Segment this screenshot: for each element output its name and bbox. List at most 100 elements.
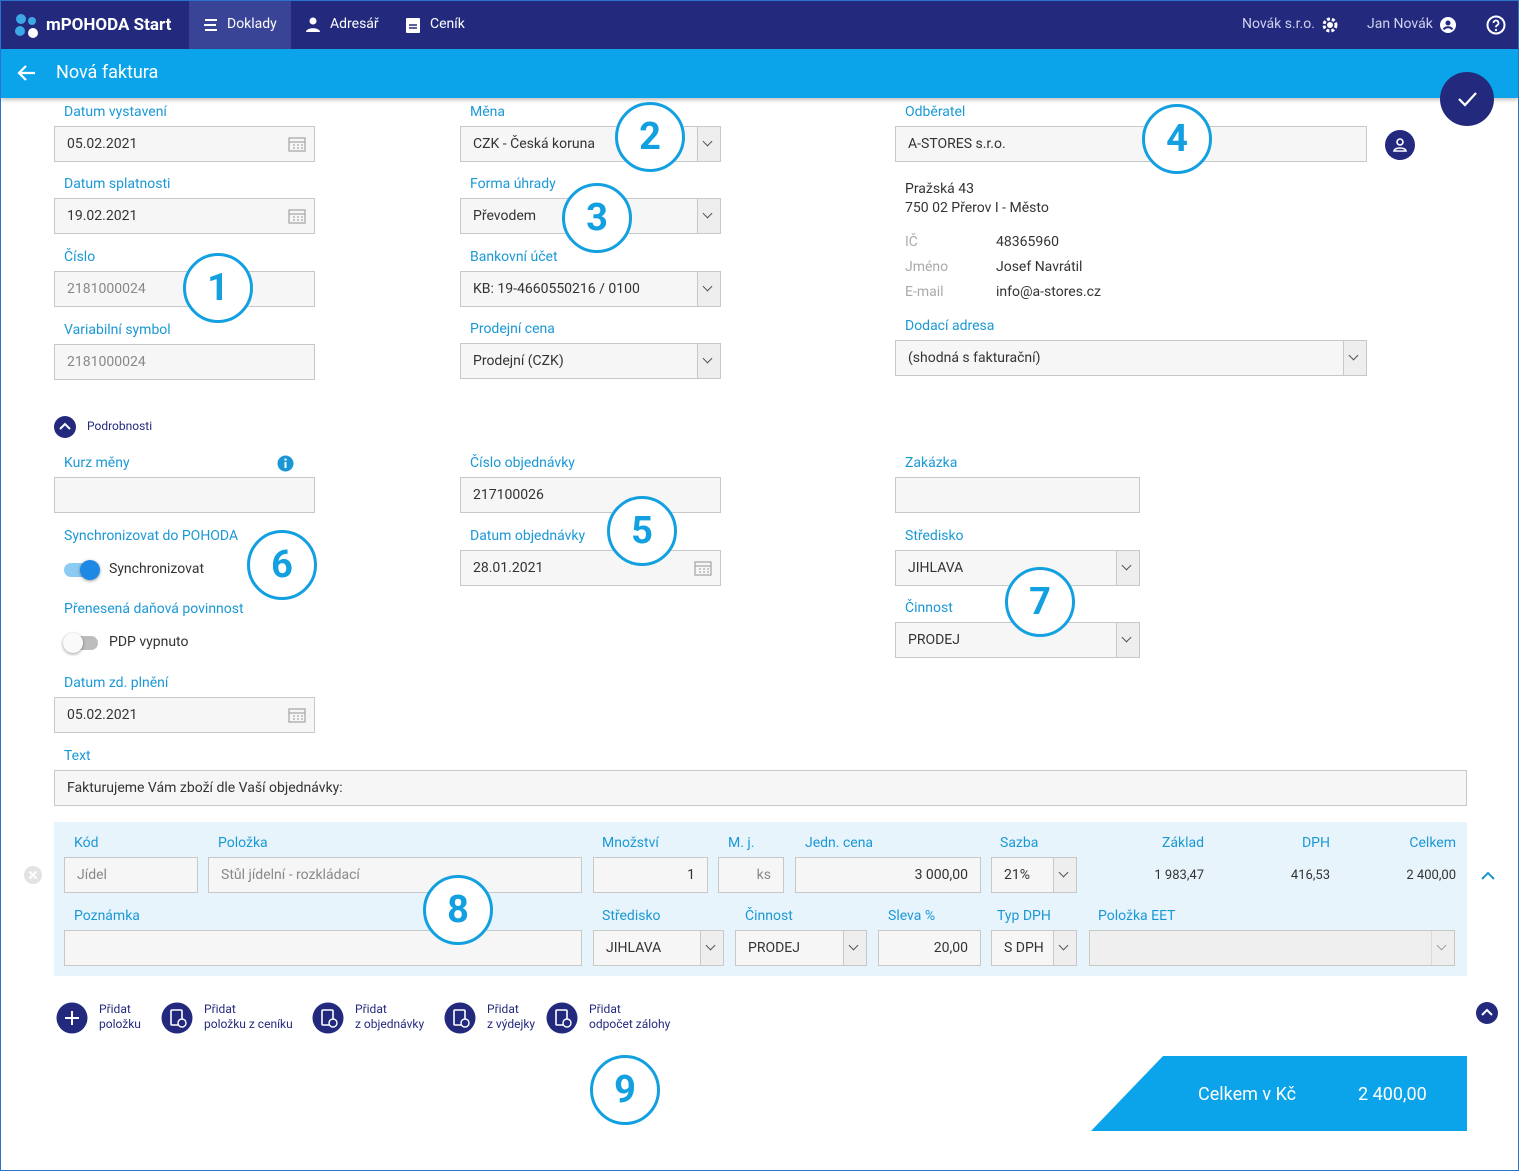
item-amount: 416,53 — [1290, 868, 1330, 883]
collapse-items[interactable] — [1476, 1002, 1498, 1024]
action-label[interactable]: Přidat — [355, 1002, 387, 1016]
column-label: Množství — [602, 835, 659, 851]
select[interactable]: Prodejní (CZK) — [460, 343, 721, 379]
column-label: DPH — [1301, 835, 1330, 851]
input[interactable]: 28.01.2021 — [460, 550, 721, 586]
input[interactable]: 20,00 — [878, 930, 981, 966]
select[interactable]: JIHLAVA — [593, 930, 724, 966]
details-toggle[interactable]: Podrobnosti — [87, 419, 153, 433]
adresar-icon — [306, 17, 320, 32]
input[interactable]: A-STORES s.r.o. — [895, 126, 1367, 162]
item-amount: 1 983,47 — [1154, 868, 1204, 883]
field-label: Datum splatnosti — [64, 176, 171, 192]
dropdown-button[interactable] — [697, 272, 720, 306]
input[interactable]: 05.02.2021 — [54, 126, 315, 162]
info-icon[interactable] — [277, 455, 294, 472]
action-button[interactable] — [161, 1002, 193, 1034]
dropdown-button[interactable] — [1116, 623, 1139, 657]
input[interactable]: 05.02.2021 — [54, 697, 315, 733]
details-toggle-icon[interactable] — [54, 416, 76, 438]
input[interactable] — [895, 477, 1140, 513]
dropdown-button[interactable] — [1053, 931, 1076, 965]
brand[interactable]: mPOHODA Start — [46, 15, 172, 35]
field-label: Forma úhrady — [470, 176, 556, 192]
action-button[interactable] — [444, 1002, 476, 1034]
callout: 3 — [562, 183, 632, 253]
nav-tab[interactable]: Doklady — [227, 16, 277, 32]
input-value: JIHLAVA — [606, 940, 662, 956]
action-label[interactable]: Přidat — [487, 1002, 519, 1016]
toggle-text: Synchronizovat — [109, 561, 205, 577]
input[interactable] — [64, 930, 582, 966]
calendar-icon[interactable] — [288, 208, 306, 224]
field-label: Synchronizovat do POHODA — [64, 528, 239, 544]
collapse-item[interactable] — [1479, 867, 1497, 885]
total-label: Celkem v Kč — [1198, 1084, 1297, 1105]
header-bar — [1, 49, 1518, 98]
total-bg — [1091, 1056, 1467, 1131]
input-value: 05.02.2021 — [67, 136, 138, 152]
field-label: Text — [64, 748, 91, 764]
input: Jídel — [64, 857, 198, 893]
dropdown-button[interactable] — [843, 931, 866, 965]
input[interactable] — [1089, 930, 1455, 966]
input-value: PRODEJ — [908, 632, 960, 648]
input[interactable]: 217100026 — [460, 477, 721, 513]
dropdown-button[interactable] — [700, 931, 723, 965]
nav-tab[interactable]: Ceník — [430, 16, 465, 32]
input[interactable]: 1 — [593, 857, 708, 893]
cenik-icon — [406, 18, 420, 33]
action-label[interactable]: položku z ceníku — [204, 1017, 293, 1031]
remove-item[interactable] — [23, 865, 43, 885]
select[interactable]: (shodná s fakturační) — [895, 340, 1367, 376]
dropdown-button[interactable] — [697, 127, 720, 161]
input[interactable]: Fakturujeme Vám zboží dle Vaší objednávk… — [54, 770, 1467, 806]
action-label[interactable]: z výdejky — [487, 1017, 536, 1031]
calendar-icon[interactable] — [694, 560, 712, 576]
input[interactable]: 3 000,00 — [795, 857, 981, 893]
user-icon[interactable] — [1440, 17, 1456, 33]
action-label[interactable]: odpočet zálohy — [589, 1017, 671, 1031]
input: 2181000024 — [54, 344, 315, 380]
dropdown-button[interactable] — [697, 344, 720, 378]
dropdown-button[interactable] — [697, 199, 720, 233]
toggle-knob[interactable] — [80, 560, 100, 580]
dropdown-button[interactable] — [1116, 551, 1139, 585]
calendar-icon[interactable] — [288, 707, 306, 723]
select[interactable]: KB: 19-4660550216 / 0100 — [460, 271, 721, 307]
dropdown-button[interactable] — [1053, 858, 1076, 892]
field-label: Bankovní účet — [470, 249, 558, 265]
action-button[interactable] — [546, 1002, 578, 1034]
field-label: Středisko — [905, 528, 964, 544]
save-button[interactable] — [1438, 70, 1496, 128]
action-label[interactable]: položku — [99, 1017, 141, 1031]
column-label: Sleva % — [888, 908, 936, 924]
calendar-icon[interactable] — [288, 136, 306, 152]
user[interactable]: Jan Novák — [1367, 16, 1433, 32]
input[interactable]: 19.02.2021 — [54, 198, 315, 234]
select[interactable]: PRODEJ — [735, 930, 867, 966]
detail-label: Jméno — [905, 259, 949, 275]
action-label[interactable]: Přidat — [99, 1002, 131, 1016]
action-label[interactable]: Přidat — [589, 1002, 621, 1016]
field-label: Prodejní cena — [470, 321, 555, 337]
company[interactable]: Novák s.r.o. — [1242, 16, 1315, 32]
select[interactable]: 21% — [991, 857, 1077, 893]
nav-tab[interactable]: Adresář — [330, 16, 379, 32]
toggle-knob[interactable] — [63, 633, 83, 653]
back-arrow[interactable] — [17, 64, 37, 82]
help-icon[interactable] — [1486, 15, 1506, 35]
action-button[interactable] — [56, 1002, 88, 1034]
input-value: 217100026 — [473, 487, 544, 503]
select[interactable]: S DPH — [991, 930, 1077, 966]
input[interactable] — [54, 477, 315, 513]
customer-button[interactable] — [1384, 129, 1416, 161]
action-button[interactable] — [312, 1002, 344, 1034]
dropdown-button[interactable] — [1343, 341, 1366, 375]
action-label[interactable]: Přidat — [204, 1002, 236, 1016]
settings-icon[interactable] — [1322, 17, 1338, 33]
action-label[interactable]: z objednávky — [355, 1017, 425, 1031]
field-label: Dodací adresa — [905, 318, 995, 334]
address-line: Pražská 43 — [905, 181, 975, 197]
